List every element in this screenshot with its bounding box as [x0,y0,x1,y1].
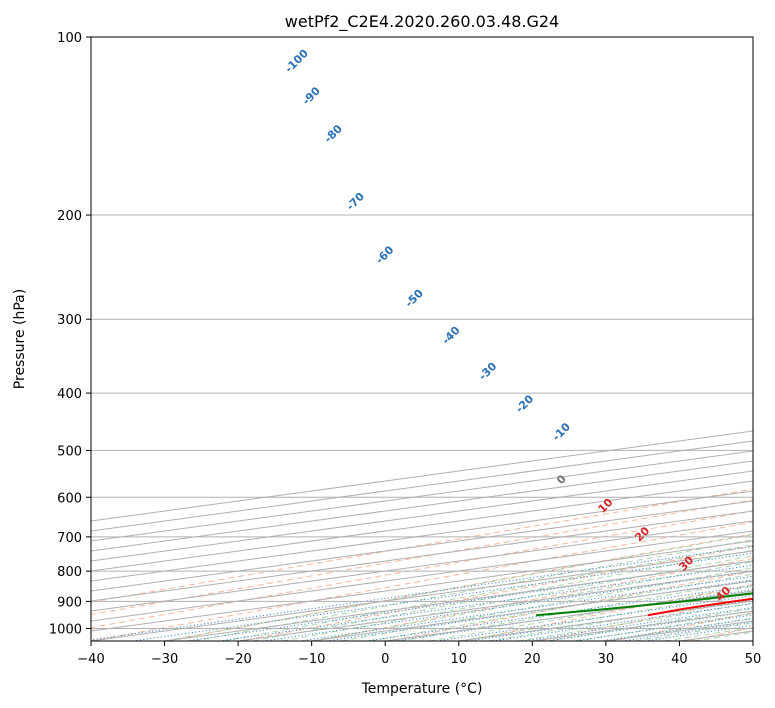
isotherm-line [91,530,753,622]
moist-adiabat-line [341,567,753,641]
y-tick-label: 600 [57,491,82,506]
x-tick-label: 10 [451,652,468,667]
isotherm-line [91,520,753,612]
dry-adiabat-line [315,557,753,641]
y-axis-label: Pressure (hPa) [12,289,28,389]
x-tick-label: −20 [224,652,251,667]
isotherm-line [91,450,753,542]
moist-adiabat-line [164,533,753,641]
x-tick-label: 20 [524,652,541,667]
y-tick-label: 900 [57,595,82,610]
y-tick-label: 300 [57,313,82,328]
y-tick-label: 500 [57,444,82,459]
isotherm-line [91,480,753,572]
moist-adiabat-line [193,539,753,641]
x-tick-label: 0 [381,652,389,667]
moist-adiabat-line [223,544,753,641]
y-tick-label: 200 [57,209,82,224]
moist-adiabat-line [429,585,753,641]
x-tick-label: 30 [598,652,615,667]
isotherm-line [91,470,753,562]
x-tick-label: −10 [298,652,325,667]
isotherm-line [91,490,753,582]
moist-adiabat-line [370,573,753,641]
isotherm-line [91,460,753,552]
isotherm-line [91,500,753,592]
x-tick-label: −30 [151,652,178,667]
x-axis-label: Temperature (°C) [361,681,483,697]
y-tick-label: 700 [57,531,82,546]
y-tick-label: 400 [57,387,82,402]
isotherm-line [91,510,753,602]
y-tick-label: 800 [57,565,82,580]
plot-frame [90,36,754,642]
mixing-ratio-line [365,584,753,641]
x-tick-label: 40 [671,652,688,667]
dry-adiabat-line [240,545,753,641]
moist-adiabat-line [252,549,753,641]
y-tick-label: 100 [57,31,82,46]
x-tick-label: −40 [77,652,104,667]
mixing-ratio-line [436,594,753,641]
y-tick-label: 1000 [49,622,82,637]
chart-title: wetPf2_C2E4.2020.260.03.48.G24 [285,12,559,32]
x-tick-label: 50 [745,652,762,667]
mixing-ratio-line [132,552,753,641]
